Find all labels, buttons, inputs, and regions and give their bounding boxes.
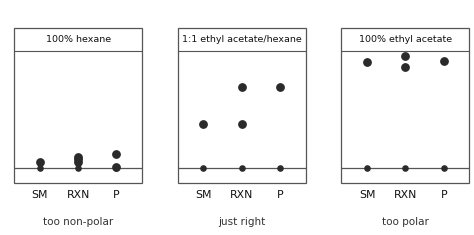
Point [113, 166, 120, 170]
Text: P: P [440, 189, 447, 200]
Point [363, 166, 371, 170]
Point [200, 122, 207, 126]
Point [36, 166, 44, 170]
Text: RXN: RXN [66, 189, 90, 200]
Text: P: P [277, 189, 283, 200]
Text: 100% hexane: 100% hexane [46, 35, 111, 44]
Text: P: P [113, 189, 120, 200]
Text: RXN: RXN [394, 189, 417, 200]
Point [74, 157, 82, 161]
Point [401, 166, 409, 170]
Point [276, 166, 284, 170]
Text: 1:1 ethyl acetate/hexane: 1:1 ethyl acetate/hexane [182, 35, 301, 44]
Point [113, 152, 120, 156]
Point [36, 160, 44, 164]
Text: RXN: RXN [230, 189, 254, 200]
Point [363, 60, 371, 64]
Text: 100% ethyl acetate: 100% ethyl acetate [359, 35, 452, 44]
Text: SM: SM [359, 189, 375, 200]
Point [74, 155, 82, 159]
Text: too non-polar: too non-polar [43, 217, 113, 227]
Point [113, 165, 120, 169]
Text: SM: SM [32, 189, 48, 200]
Point [238, 85, 246, 89]
Text: just right: just right [218, 217, 265, 227]
Point [440, 166, 447, 170]
Point [440, 59, 447, 63]
Point [74, 166, 82, 170]
Point [238, 122, 246, 126]
Point [401, 65, 409, 69]
Point [276, 85, 284, 89]
Point [238, 166, 246, 170]
Text: SM: SM [195, 189, 212, 200]
Point [401, 54, 409, 58]
Text: too polar: too polar [382, 217, 429, 227]
Point [74, 160, 82, 164]
Point [200, 166, 207, 170]
